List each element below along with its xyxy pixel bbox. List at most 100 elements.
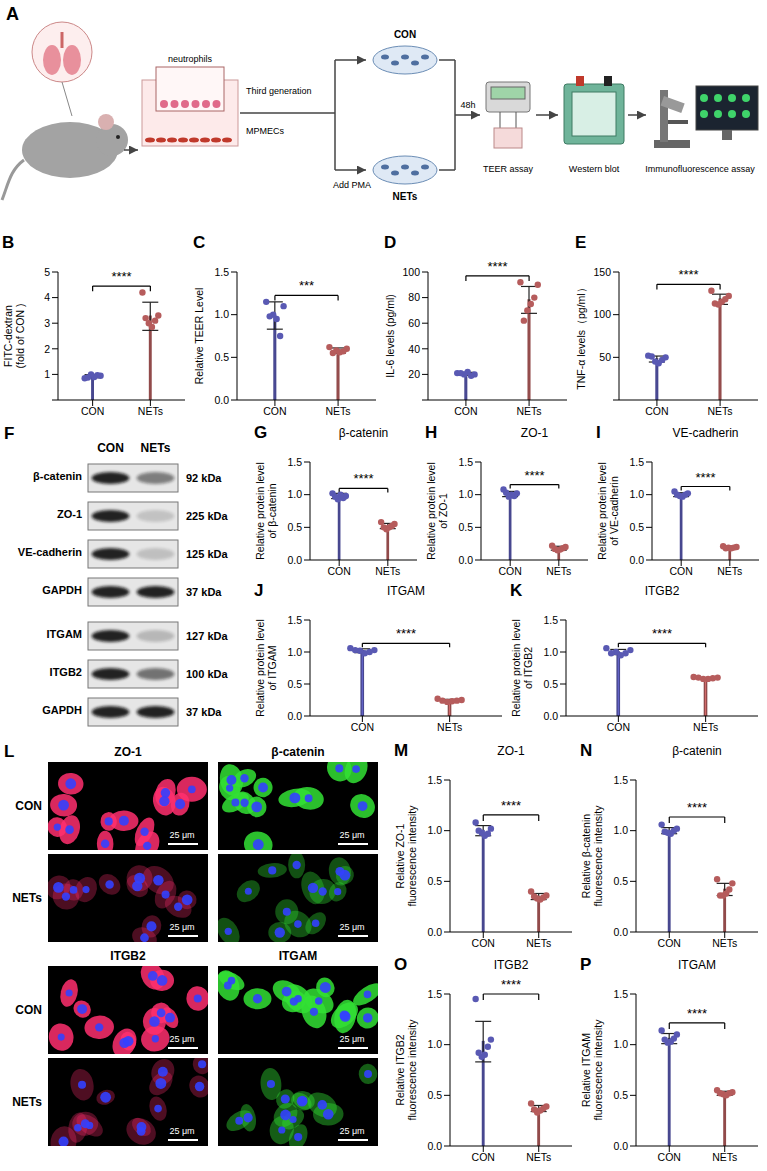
svg-text:25 μm: 25 μm (169, 922, 194, 932)
svg-text:37 kDa: 37 kDa (186, 586, 222, 598)
svg-text:0.5: 0.5 (287, 521, 302, 533)
svg-text:1.0: 1.0 (613, 1038, 628, 1050)
svg-text:CON: CON (658, 1151, 681, 1163)
svg-text:0.0: 0.0 (214, 394, 229, 406)
svg-text:NETs: NETs (326, 405, 351, 417)
svg-text:60: 60 (408, 317, 420, 329)
svg-text:****: **** (487, 259, 507, 274)
svg-text:Immunofluorescence assay: Immunofluorescence assay (645, 164, 755, 174)
svg-text:CON: CON (15, 799, 42, 813)
svg-text:CON: CON (15, 1003, 42, 1017)
svg-text:L: L (4, 742, 14, 761)
svg-text:20: 20 (408, 368, 420, 380)
svg-text:1: 1 (44, 368, 50, 380)
svg-text:F: F (4, 424, 14, 443)
svg-text:NETs: NETs (517, 405, 542, 417)
svg-text:A: A (6, 4, 19, 24)
svg-text:225 kDa: 225 kDa (186, 510, 228, 522)
svg-text:25 μm: 25 μm (169, 1034, 194, 1044)
svg-text:NETs: NETs (526, 1151, 551, 1163)
svg-text:0.0: 0.0 (287, 554, 302, 566)
svg-text:1.5: 1.5 (613, 988, 628, 1000)
svg-text:ITGAM: ITGAM (279, 949, 318, 963)
svg-text:****: **** (687, 800, 707, 815)
svg-text:0.0: 0.0 (629, 554, 644, 566)
svg-text:1.5: 1.5 (458, 456, 473, 468)
svg-text:NETs: NETs (138, 405, 163, 417)
svg-text:1.5: 1.5 (629, 456, 644, 468)
svg-text:Add PMA: Add PMA (333, 180, 371, 190)
svg-text:50: 50 (599, 351, 611, 363)
svg-text:0.5: 0.5 (287, 678, 302, 690)
svg-text:1.5: 1.5 (543, 614, 558, 626)
svg-text:****: **** (687, 1006, 707, 1021)
svg-text:0.5: 0.5 (613, 1089, 628, 1101)
svg-text:NETs: NETs (12, 891, 42, 905)
svg-text:ZO-1: ZO-1 (114, 745, 142, 759)
svg-text:VE-cadherin: VE-cadherin (18, 546, 82, 558)
svg-text:1.0: 1.0 (629, 488, 644, 500)
svg-text:CON: CON (645, 405, 668, 417)
svg-text:ITGB2: ITGB2 (50, 666, 82, 678)
svg-text:80: 80 (408, 291, 420, 303)
svg-text:25 μm: 25 μm (339, 922, 364, 932)
svg-text:25 μm: 25 μm (169, 830, 194, 840)
svg-text:CON: CON (670, 565, 693, 577)
svg-text:0.5: 0.5 (427, 875, 442, 887)
svg-text:0.5: 0.5 (427, 1089, 442, 1101)
svg-text:1.0: 1.0 (543, 646, 558, 658)
svg-text:1.0: 1.0 (427, 824, 442, 836)
svg-text:CON: CON (499, 565, 522, 577)
svg-text:****: **** (501, 977, 521, 992)
svg-text:0.0: 0.0 (427, 926, 442, 938)
svg-text:100: 100 (593, 308, 611, 320)
svg-text:β-catenin: β-catenin (271, 745, 324, 759)
svg-text:ITGAM: ITGAM (47, 628, 82, 640)
svg-text:NETs: NETs (12, 1095, 42, 1109)
svg-text:150: 150 (593, 266, 611, 278)
svg-text:1.0: 1.0 (287, 488, 302, 500)
svg-text:CON: CON (97, 441, 124, 455)
svg-text:****: **** (111, 269, 131, 284)
svg-text:NETs: NETs (708, 405, 733, 417)
svg-text:0.5: 0.5 (458, 521, 473, 533)
svg-text:1.0: 1.0 (287, 646, 302, 658)
svg-text:NETs: NETs (717, 565, 742, 577)
svg-text:CON: CON (472, 1151, 495, 1163)
svg-text:4: 4 (44, 291, 50, 303)
svg-text:1.5: 1.5 (427, 988, 442, 1000)
svg-text:CON: CON (328, 565, 351, 577)
svg-text:1.5: 1.5 (427, 774, 442, 786)
svg-text:25 μm: 25 μm (169, 1126, 194, 1136)
svg-text:****: **** (396, 626, 416, 641)
svg-text:100: 100 (402, 266, 420, 278)
svg-text:0.0: 0.0 (458, 554, 473, 566)
svg-text:0.0: 0.0 (543, 710, 558, 722)
svg-text:1.0: 1.0 (458, 488, 473, 500)
svg-text:NETs: NETs (393, 191, 418, 202)
svg-text:NETs: NETs (437, 721, 462, 733)
svg-text:2: 2 (44, 343, 50, 355)
svg-text:****: **** (678, 267, 698, 282)
svg-text:0.0: 0.0 (613, 1140, 628, 1152)
svg-text:125 kDa: 125 kDa (186, 548, 228, 560)
svg-text:NETs: NETs (546, 565, 571, 577)
svg-text:CON: CON (658, 937, 681, 949)
svg-text:3: 3 (44, 317, 50, 329)
svg-text:Third generation: Third generation (246, 86, 312, 96)
svg-text:CON: CON (472, 937, 495, 949)
svg-text:****: **** (695, 470, 715, 485)
svg-text:1.5: 1.5 (287, 614, 302, 626)
svg-text:1.0: 1.0 (613, 824, 628, 836)
svg-text:127 kDa: 127 kDa (186, 630, 228, 642)
svg-text:Western blot: Western blot (569, 164, 620, 174)
svg-text:0.5: 0.5 (543, 678, 558, 690)
svg-text:5: 5 (44, 266, 50, 278)
svg-text:92 kDa: 92 kDa (186, 472, 222, 484)
svg-text:****: **** (501, 798, 521, 813)
svg-text:NETs: NETs (712, 937, 737, 949)
svg-text:CON: CON (394, 29, 416, 40)
svg-text:0.0: 0.0 (287, 710, 302, 722)
svg-text:CON: CON (351, 721, 374, 733)
svg-text:25 μm: 25 μm (339, 1126, 364, 1136)
